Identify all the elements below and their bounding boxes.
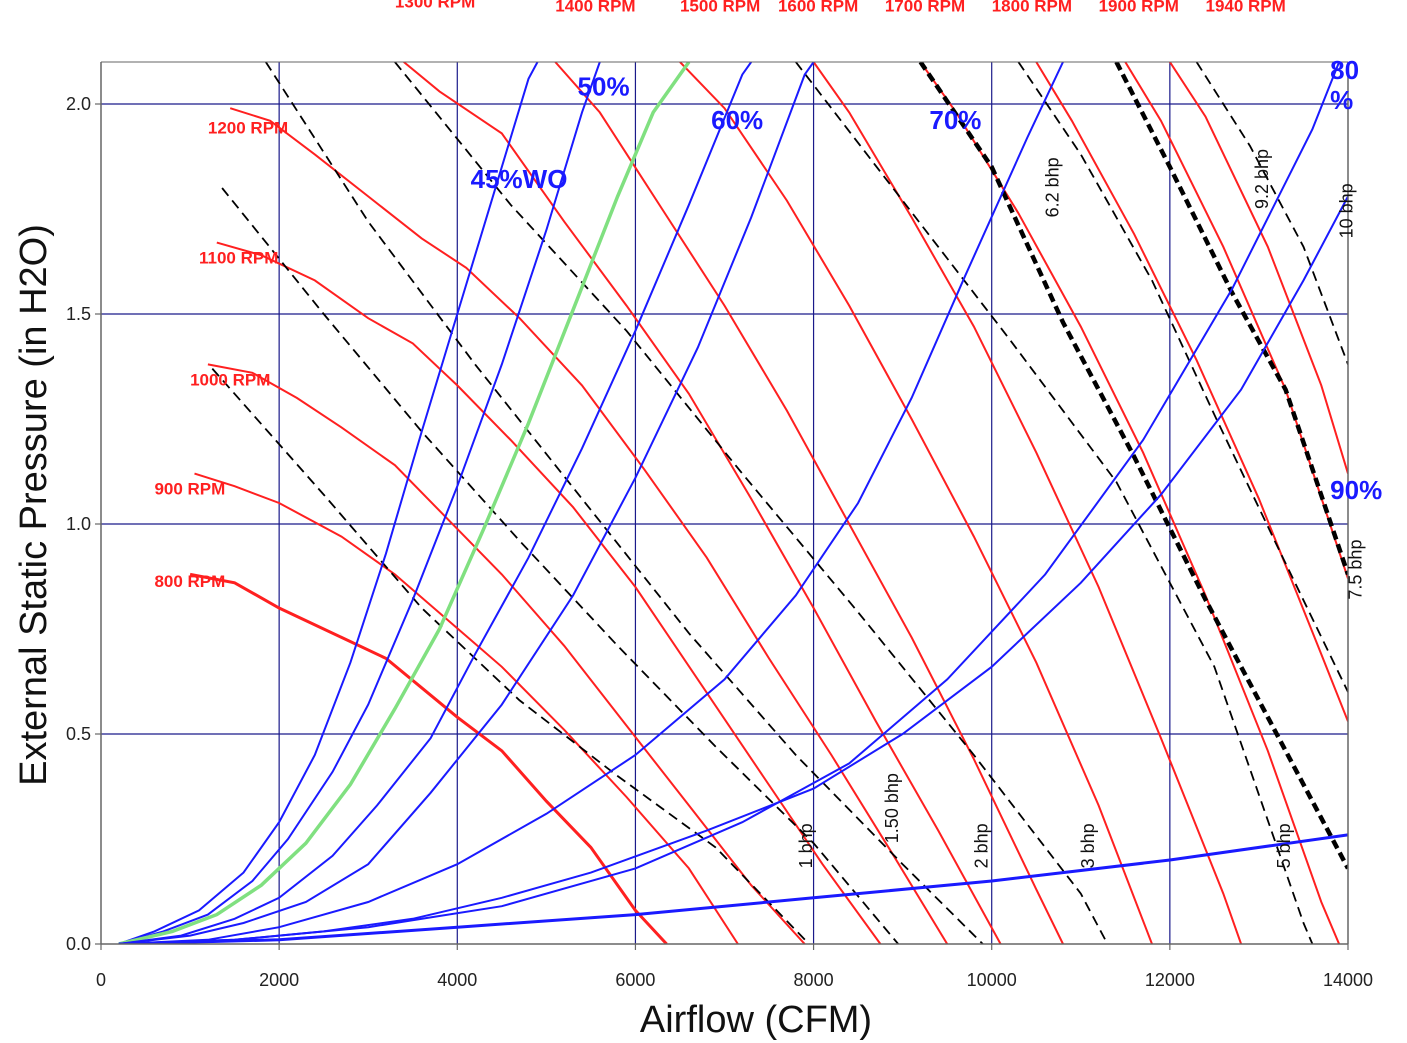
bhp-label-6-2-bhp: 6.2 bhp (1043, 157, 1063, 217)
y-tick-label: 1.5 (66, 304, 91, 324)
bhp-line-3-bhp (394, 62, 1109, 944)
rpm-label-1900-rpm: 1900 RPM (1099, 0, 1179, 16)
bhp-curves (211, 62, 1348, 944)
rpm-line-1800-rpm (1035, 62, 1348, 722)
rpm-label-1300-rpm: 1300 RPM (395, 0, 475, 11)
rpm-line-1100-rpm (216, 241, 882, 944)
rpm-label-1700-rpm: 1700 RPM (885, 0, 965, 16)
x-tick-label: 6000 (615, 970, 655, 990)
wo-label-80: 80% (1330, 55, 1359, 115)
y-tick-label: 0.5 (66, 724, 91, 744)
x-tick-label: 8000 (794, 970, 834, 990)
x-tick-label: 0 (96, 970, 106, 990)
rpm-label-800-rpm: 800 RPM (154, 572, 225, 591)
x-tick-label: 10000 (967, 970, 1017, 990)
rpm-line-1600-rpm (812, 62, 1243, 944)
bhp-label-10-bhp: 10 bhp (1337, 183, 1357, 238)
rpm-line-800-rpm (189, 572, 668, 944)
x-tick-label: 12000 (1145, 970, 1195, 990)
rpm-label-1500-rpm: 1500 RPM (680, 0, 760, 16)
wo-label-90: 90% (1330, 475, 1382, 505)
wo-label-60: 60% (711, 105, 763, 135)
labels: 800 RPM 900 RPM 1000 RPM 1100 RPM 1200 RPM 13… (154, 0, 1382, 868)
x-tick-label: 2000 (259, 970, 299, 990)
wo-line-unlabeled-1 (118, 62, 601, 944)
rpm-label-1940-rpm: 1940 RPM (1205, 0, 1285, 16)
rpm-label-1100-rpm: 1100 RPM (199, 249, 278, 268)
rpm-line-900-rpm (194, 472, 739, 944)
bhp-label-7-5-bhp: 7.5 bhp (1345, 540, 1365, 600)
wo-label-70: 70% (929, 105, 981, 135)
y-tick-label: 2.0 (66, 94, 91, 114)
bhp-line-10-bhp (1195, 62, 1348, 365)
wo-line-unlabeled-3 (118, 62, 753, 944)
wo-line-60 (118, 62, 815, 944)
bhp-label-2-bhp: 2 bhp (971, 823, 991, 868)
rpm-line-1940-rpm (1169, 62, 1348, 474)
wo-label-45-wo: 45%WO (471, 164, 568, 194)
wo-line-45-wo (118, 62, 539, 944)
rpm-line-1200-rpm (229, 107, 949, 944)
wo-line-50 (118, 62, 691, 944)
bhp-label-3-bhp: 3 bhp (1078, 823, 1098, 868)
bhp-label-5-bhp: 5 bhp (1274, 823, 1294, 868)
bhp-label-1-50-bhp: 1.50 bhp (882, 773, 902, 843)
y-tick-label: 0.0 (66, 934, 91, 954)
bhp-line-2-bhp (265, 62, 984, 944)
y-axis-title: External Static Pressure (in H2O) (13, 224, 55, 786)
rpm-label-1000-rpm: 1000 RPM (190, 370, 270, 389)
wo-label-50: 50% (578, 72, 630, 102)
wo-line-80 (118, 62, 1341, 944)
wo-line-70 (118, 195, 1348, 944)
bhp-label-1-bhp: 1 bhp (796, 823, 816, 868)
bhp-line-5-bhp (795, 62, 1314, 944)
bhp-line-1-bhp (211, 368, 810, 944)
rpm-line-1500-rpm (679, 62, 1153, 944)
rpm-label-1600-rpm: 1600 RPM (778, 0, 858, 16)
bhp-label-9-2-bhp: 9.2 bhp (1252, 149, 1272, 209)
rpm-label-1400-rpm: 1400 RPM (555, 0, 635, 16)
y-tick-label: 1.0 (66, 514, 91, 534)
wo-line-unlabeled-5 (118, 62, 1064, 944)
axes: 0 2000 4000 6000 8000 10000 12000 14000 0.0 0.5 1.… (66, 61, 1373, 990)
wo-curves (118, 62, 1348, 944)
rpm-label-900-rpm: 900 RPM (154, 480, 225, 499)
rpm-label-1200-rpm: 1200 RPM (208, 118, 288, 137)
bhp-line-9-2-bhp (1114, 62, 1348, 576)
x-tick-label: 4000 (437, 970, 477, 990)
rpm-line-1300-rpm (403, 62, 1002, 944)
rpm-label-1800-rpm: 1800 RPM (992, 0, 1072, 16)
bhp-line-1-50-bhp (221, 187, 899, 944)
x-axis-title: Airflow (CFM) (640, 999, 872, 1041)
x-tick-label: 14000 (1323, 970, 1373, 990)
wo-line-90 (118, 833, 1348, 944)
bhp-line-6-2-bhp (918, 62, 1348, 870)
